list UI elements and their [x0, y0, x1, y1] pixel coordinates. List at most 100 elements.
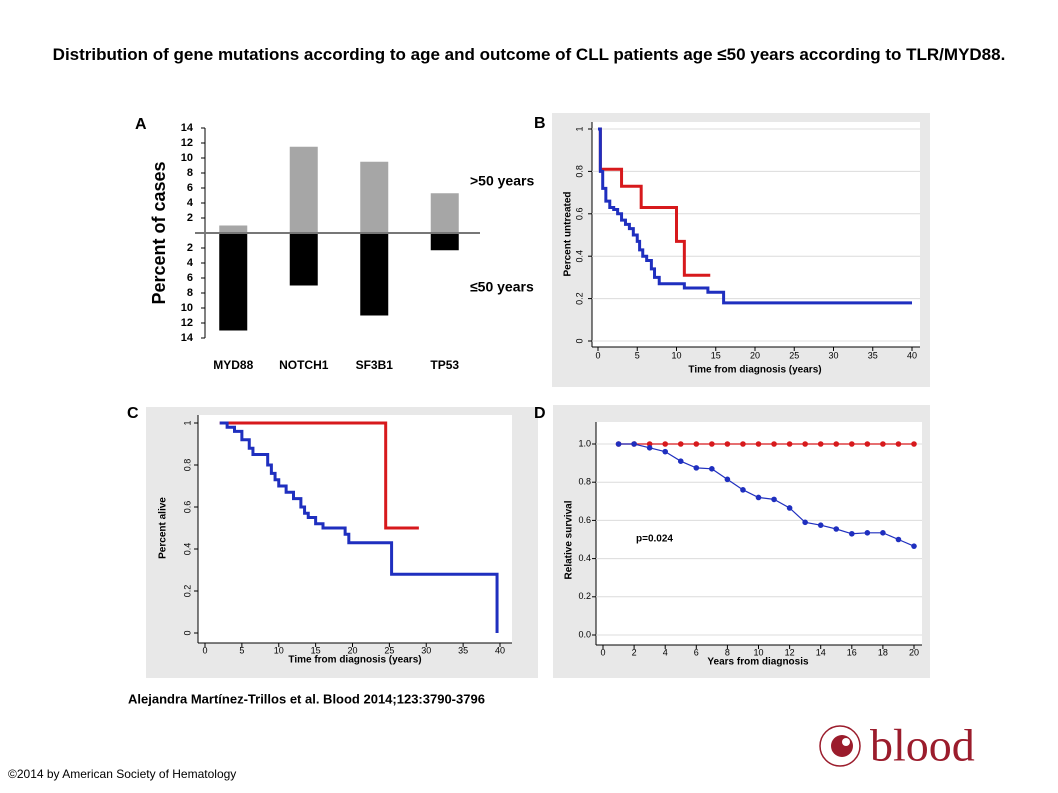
bar	[430, 233, 459, 251]
point	[786, 505, 793, 511]
panel-label: D	[534, 405, 546, 422]
point	[662, 441, 668, 447]
bar	[289, 233, 318, 286]
x-tick-label: 40	[495, 645, 505, 655]
x-tick-label: 0	[600, 647, 605, 657]
x-tick-label: SF3B1	[356, 358, 394, 372]
point	[849, 530, 855, 537]
bar	[360, 161, 389, 233]
panel-label: C	[127, 405, 139, 422]
y-tick-label: 4	[187, 257, 194, 269]
x-tick-label: 0	[202, 645, 207, 655]
point	[709, 466, 715, 472]
y-tick-label: 0.8	[182, 459, 192, 472]
y-tick-label: 6	[187, 272, 193, 284]
x-tick-label: NOTCH1	[279, 358, 329, 372]
y-axis-label: Relative survival	[564, 500, 575, 579]
point	[615, 441, 622, 447]
point	[755, 441, 762, 447]
y-tick-label: 8	[187, 287, 193, 299]
point	[724, 476, 731, 483]
y-tick-label: 0.4	[574, 250, 584, 263]
plot-area	[198, 415, 512, 643]
x-tick-label: 5	[635, 350, 640, 360]
x-tick-label: 16	[847, 647, 857, 657]
y-tick-label: 0.2	[578, 591, 591, 601]
y-tick-label: 0.2	[182, 585, 192, 598]
x-tick-label: 40	[907, 350, 917, 360]
point	[817, 441, 824, 447]
plot-area	[592, 122, 920, 347]
y-tick-label: 14	[181, 122, 194, 134]
point	[677, 458, 684, 464]
y-tick-label: 1	[182, 420, 192, 425]
bar	[360, 233, 389, 316]
step-line	[219, 421, 499, 633]
y-tick-label: 14	[181, 332, 194, 344]
y-tick-label: 0.6	[574, 208, 584, 221]
point	[771, 441, 777, 447]
point	[911, 441, 917, 447]
point	[693, 465, 700, 471]
point	[631, 441, 637, 447]
point	[802, 519, 808, 526]
y-tick-label: 10	[181, 152, 193, 164]
citation: Alejandra Martínez-Trillos et al. Blood …	[128, 691, 485, 706]
point	[724, 441, 731, 447]
x-tick-label: 14	[816, 647, 826, 657]
copyright: ©2014 by American Society of Hematology	[8, 767, 236, 781]
x-tick-label: 2	[632, 647, 637, 657]
series-label: >50 years	[470, 173, 534, 189]
x-tick-label: 20	[347, 645, 357, 655]
point	[895, 536, 902, 543]
x-tick-label: 6	[694, 647, 699, 657]
panel-label: A	[135, 116, 147, 133]
x-tick-label: 25	[384, 645, 394, 655]
x-tick-label: MYD88	[213, 358, 253, 372]
point	[880, 530, 886, 536]
x-axis-label: Time from diagnosis (years)	[688, 365, 821, 376]
point	[864, 441, 871, 447]
step-line	[598, 127, 912, 305]
y-tick-label: 2	[187, 242, 193, 254]
figure-title: Distribution of gene mutations according…	[52, 45, 1006, 64]
y-tick-label: 0.2	[574, 292, 584, 305]
y-tick-label: 10	[181, 302, 193, 314]
point	[662, 448, 668, 455]
bar	[289, 146, 318, 233]
x-axis-label: Time from diagnosis (years)	[288, 655, 421, 666]
series-label: ≤50 years	[470, 279, 534, 295]
bar	[219, 225, 248, 233]
bar	[430, 193, 459, 233]
point	[833, 526, 840, 532]
point	[802, 441, 808, 447]
point	[833, 441, 840, 447]
x-tick-label: 18	[878, 647, 888, 657]
x-tick-label: 0	[595, 350, 600, 360]
x-tick-label: 12	[785, 647, 795, 657]
y-tick-label: 0.0	[578, 629, 591, 639]
y-tick-label: 0.6	[182, 501, 192, 514]
y-tick-label: 0.8	[578, 477, 591, 487]
x-tick-label: 5	[239, 645, 244, 655]
x-tick-label: 25	[789, 350, 799, 360]
x-tick-label: TP53	[430, 358, 459, 372]
panel-label: B	[534, 115, 546, 132]
logo-emblem	[819, 725, 861, 767]
y-tick-label: 0.6	[578, 515, 591, 525]
point	[740, 441, 746, 447]
annotation: p=0.024	[636, 534, 673, 545]
x-tick-label: 15	[311, 645, 321, 655]
x-tick-label: 35	[868, 350, 878, 360]
x-tick-label: 10	[753, 647, 763, 657]
y-axis-label: Percent of cases	[149, 161, 169, 304]
point	[880, 441, 886, 447]
point	[755, 494, 762, 501]
y-tick-label: 6	[187, 182, 193, 194]
point	[911, 543, 917, 549]
y-tick-label: 1.0	[578, 438, 591, 448]
point	[817, 522, 824, 528]
y-tick-label: 2	[187, 212, 193, 224]
